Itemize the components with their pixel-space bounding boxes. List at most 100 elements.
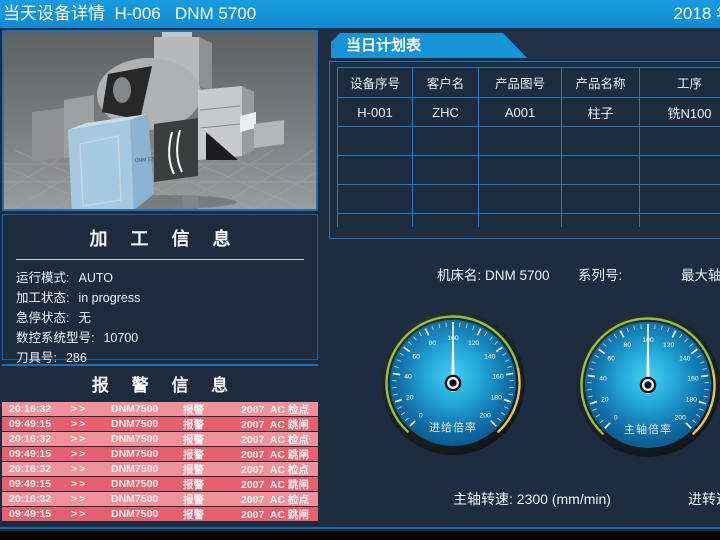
processing-info-field: 数控系统型号: 10700 [3,328,317,348]
alarm-time: 09:49:15 [9,508,52,520]
field-label: 运行模式: [16,271,70,285]
alarm-row: 20:16:32 >> DNM7500 报警 2007 AC 检点 [2,432,318,446]
spindle-speed: 主轴转速: 2300 (mm/min) [453,491,611,507]
svg-text:60: 60 [412,354,420,361]
alarm-detail: 2007 AC 跳闸 [241,508,309,521]
field-label: 刀具号: [16,351,57,365]
plan-cell [478,213,562,227]
alarm-arrows: >> [71,478,88,490]
alarm-time: 20:16:32 [9,403,52,415]
plan-cell [639,155,720,185]
field-value: 286 [65,351,87,365]
machine-model-label: DNM 5700 [135,156,159,164]
alarm-arrows: >> [71,418,88,430]
svg-text:80: 80 [624,342,632,349]
plan-cell [561,126,640,156]
svg-text:120: 120 [468,340,480,347]
svg-text:40: 40 [404,373,412,380]
series-number-label: 系列号: [578,268,623,283]
processing-info-field: 刀具号: 286 [3,348,317,368]
svg-text:200: 200 [675,415,687,422]
plan-cell [412,155,479,185]
tab-daily-plan[interactable]: 当日计划表 [331,33,527,58]
svg-text:0: 0 [419,413,423,420]
field-label: 加工状态: [16,291,70,305]
svg-text:主轴倍率: 主轴倍率 [624,422,672,436]
plan-cell [561,155,640,185]
machine-name: 机床名: DNM 5700 [437,268,550,283]
plan-table-body: H-001 ZHC A001 柱子 铣N100 [337,97,720,227]
top-header-bar: 当天设备详情 H-006 DNM 5700 2018 年 [0,0,720,28]
plan-cell [412,184,479,214]
bottom-black-strip [0,531,720,540]
alarm-detail: 2007 AC 检点 [241,493,309,506]
header-date: 2018 年 [673,4,720,23]
alarm-arrows: >> [71,433,88,445]
alarm-device: DNM7500 [111,463,159,475]
processing-info-title: 加 工 信 息 [89,229,240,249]
plan-cell [561,213,640,227]
svg-text:180: 180 [491,394,503,401]
machine-3d-view: DNM 5700 [0,30,355,224]
alarm-device: DNM7500 [111,478,159,490]
plan-column-header: 设备序号 [337,67,413,98]
field-value: 10700 [103,331,139,345]
plan-cell [337,126,413,156]
plan-column-header: 产品名称 [561,67,640,98]
field-label: 急停状态: [16,311,70,325]
plan-cell [337,213,413,227]
plan-cell: 铣N100 [639,97,720,127]
plan-table-row [337,155,720,185]
plan-cell: A001 [478,97,562,127]
plan-cell [639,184,720,214]
plan-cell [639,213,720,227]
field-value: AUTO [78,271,113,285]
svg-text:200: 200 [480,413,492,420]
processing-info-field: 运行模式: AUTO [3,268,317,288]
field-value: 无 [78,311,91,325]
plan-column-header: 工序 [639,67,720,98]
svg-text:140: 140 [484,354,496,361]
alarm-device: DNM7500 [111,418,159,430]
processing-info-fields: 运行模式: AUTO 加工状态: in progress 急停状态: 无 数控系统型号… [3,268,317,368]
svg-text:20: 20 [406,394,414,401]
plan-cell [412,213,479,227]
plan-table-row: H-001 ZHC A001 柱子 铣N100 [337,97,720,127]
plan-table-outer-border [329,61,720,239]
alarm-list: 20:16:32 >> DNM7500 报警 2007 AC 检点 09:49:… [2,402,318,521]
title-underline [16,259,304,260]
alarm-type: 报警 [183,403,204,416]
alarm-device: DNM7500 [111,448,159,460]
svg-text:进给倍率: 进给倍率 [429,420,477,434]
alarm-time: 09:49:15 [9,418,52,430]
bottom-divider-line [0,527,720,529]
alarm-device: DNM7500 [111,508,159,520]
plan-cell [639,126,720,156]
svg-text:120: 120 [663,342,675,349]
field-label: 数控系统型号: [16,331,95,345]
alarm-type: 报警 [183,448,204,461]
alarm-device: DNM7500 [111,433,159,445]
processing-info-field: 加工状态: in progress [3,288,317,308]
plan-cell [478,126,562,156]
alarm-arrows: >> [71,403,88,415]
alarm-arrows: >> [71,493,88,505]
processing-info-field: 急停状态: 无 [3,308,317,328]
alarm-row: 20:16:32 >> DNM7500 报警 2007 AC 检点 [2,492,318,506]
svg-text:180: 180 [686,396,698,403]
alarm-time: 20:16:32 [9,493,52,505]
feed-override-gauge: 020406080100120140160180200进给倍率 [378,308,528,458]
plan-column-header: 产品图号 [478,67,562,98]
alarm-detail: 2007 AC 检点 [241,433,309,446]
max-axes-label: 最大轴数 [681,268,720,283]
alarm-detail: 2007 AC 检点 [241,403,309,416]
alarm-type: 报警 [183,433,204,446]
svg-text:60: 60 [607,356,615,363]
svg-text:160: 160 [687,375,699,382]
svg-text:40: 40 [599,375,607,382]
alarm-detail: 2007 AC 检点 [241,463,309,476]
alarm-row: 20:16:32 >> DNM7500 报警 2007 AC 检点 [2,402,318,416]
alarm-type: 报警 [183,478,204,491]
alarm-time: 20:16:32 [9,433,52,445]
